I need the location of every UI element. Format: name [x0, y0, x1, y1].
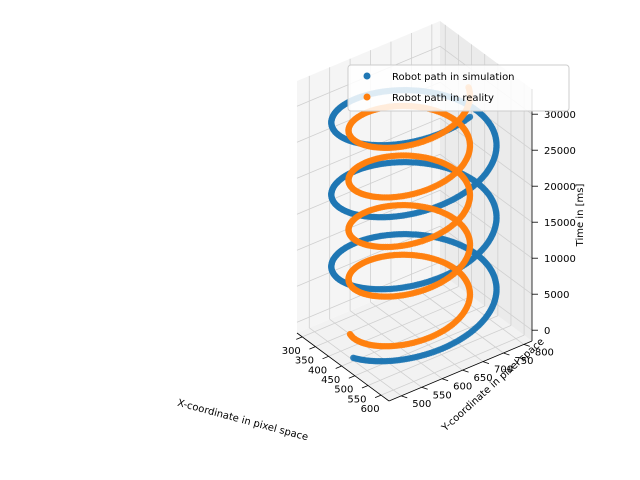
y-tick-label: 700	[494, 365, 513, 376]
y-tick-label: 750	[514, 356, 533, 367]
legend-marker-reality	[363, 93, 371, 101]
y-tick-mark	[462, 369, 469, 373]
z-tick-label: 0	[544, 326, 550, 337]
legend: Robot path in simulation Robot path in r…	[347, 64, 570, 112]
y-tick-label: 500	[412, 399, 431, 410]
grid-line-x-floor	[367, 325, 512, 386]
grid-line-y-floor	[390, 293, 484, 362]
y-tick-mark	[503, 352, 510, 356]
x-tick-mark	[348, 375, 355, 379]
x-tick-mark	[335, 365, 342, 369]
x-tick-mark	[361, 385, 369, 389]
grid-line-x-floor	[380, 334, 525, 396]
data-series	[328, 84, 500, 365]
y-tick-mark	[441, 378, 449, 382]
grid-line-y-floor	[309, 327, 402, 397]
y-tick-label: 550	[433, 390, 452, 401]
grid-line-y-floor	[329, 318, 422, 388]
y-tick-mark	[421, 386, 428, 390]
legend-label-reality: Robot path in reality	[392, 93, 494, 104]
y-tick-label: 800	[535, 347, 554, 358]
y-tick-mark	[523, 344, 530, 347]
z-tick-label: 25000	[544, 146, 576, 157]
x-tick-label: 300	[282, 346, 301, 357]
z-tick-label: 20000	[544, 182, 576, 193]
y-tick-label: 650	[474, 373, 493, 384]
x-tick-mark	[309, 346, 316, 350]
legend-marker-simulation	[363, 72, 371, 80]
y-axis-line	[388, 340, 533, 402]
z-tick-label: 5000	[544, 290, 569, 301]
legend-label-simulation: Robot path in simulation	[392, 72, 515, 83]
legend-box	[347, 64, 570, 112]
x-tick-label: 550	[347, 394, 366, 405]
x-tick-label: 500	[334, 385, 353, 396]
y-tick-mark	[401, 395, 408, 399]
x-tick-mark	[322, 355, 329, 360]
x-tick-mark	[296, 336, 303, 340]
z-tick-label: 15000	[544, 218, 576, 229]
z-tick-label: 10000	[544, 254, 576, 265]
floor-pane	[297, 273, 532, 401]
y-tick-label: 600	[453, 382, 472, 393]
x-tick-label: 400	[308, 365, 327, 376]
x-axis-label: X-coordinate in pixel space	[176, 398, 309, 444]
grid-line-y-floor	[370, 301, 463, 371]
x-tick-label: 600	[361, 404, 380, 415]
grid-line-z-side	[296, 189, 441, 251]
x-tick-mark	[374, 394, 382, 399]
grid-line-x-floor	[315, 286, 459, 347]
grid-line-x-floor	[328, 295, 472, 357]
z-tick-label: 30000	[544, 110, 576, 121]
axis-lines	[296, 89, 538, 402]
x-axis-line	[296, 332, 390, 402]
x-tick-label: 350	[295, 356, 314, 367]
series-reality	[345, 84, 474, 350]
y-tick-mark	[482, 361, 490, 364]
z-axis-label: Time in [ms]	[575, 184, 586, 248]
x-tick-label: 450	[321, 375, 340, 386]
data-point	[466, 113, 474, 121]
grid-line-y-floor	[431, 276, 525, 345]
